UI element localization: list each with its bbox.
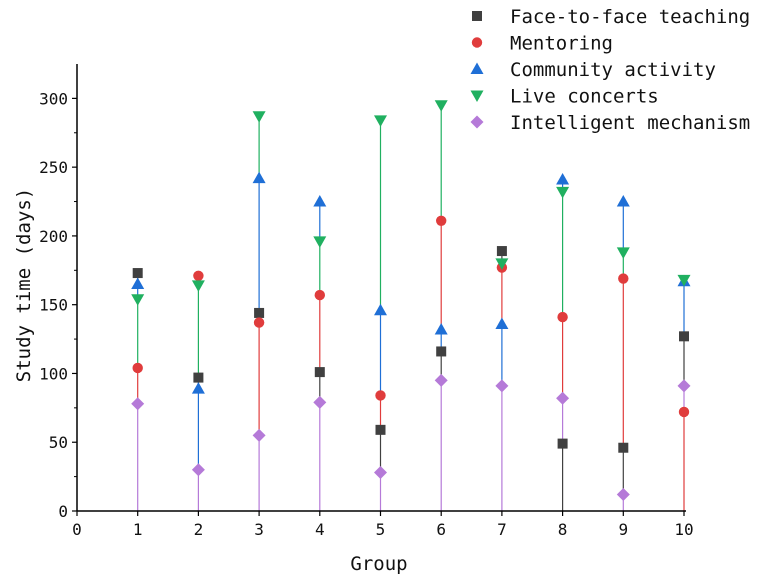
data-point: [131, 294, 145, 306]
data-point: [191, 280, 205, 292]
drop-lines: [137, 105, 685, 511]
data-point: [496, 246, 507, 257]
legend: Face-to-face teaching Mentoring Community …: [470, 6, 750, 134]
data-point: [616, 195, 630, 207]
x-tick-label: 8: [558, 520, 568, 539]
y-tick-label: 100: [39, 364, 68, 383]
data-point: [193, 270, 204, 282]
data-point: [436, 215, 447, 226]
data-point: [495, 258, 509, 270]
data-point: [254, 307, 265, 318]
data-point: [679, 331, 689, 342]
data-point: [375, 424, 386, 435]
data-point: [191, 463, 205, 477]
data-point: [313, 195, 327, 207]
x-tick-label: 4: [315, 520, 325, 539]
data-point: [193, 372, 204, 383]
data-point: [252, 171, 266, 184]
data-point: [314, 367, 325, 378]
data-point: [131, 277, 145, 290]
y-axis-title: Study time (days): [13, 188, 35, 382]
y-tick-label: 150: [39, 296, 68, 315]
data-point: [495, 317, 509, 329]
y-tick-label: 200: [39, 227, 68, 246]
data-point: [436, 346, 447, 357]
x-tick-label: 6: [436, 520, 446, 539]
data-point: [556, 173, 570, 185]
data-point: [374, 465, 387, 479]
data-point: [677, 274, 691, 287]
data-point: [616, 247, 630, 259]
legend-label: Intelligent mechanism: [510, 112, 750, 134]
x-tick-label: 0: [72, 520, 82, 539]
y-tick-label: 300: [39, 89, 68, 108]
data-point: [131, 397, 145, 411]
data-point: [556, 391, 570, 405]
y-tick-label: 50: [49, 433, 68, 452]
data-point: [556, 186, 570, 199]
data-point: [253, 317, 265, 328]
x-tick-label: 7: [497, 520, 507, 539]
legend-marker: [470, 90, 484, 102]
data-point: [252, 111, 266, 123]
data-point: [618, 442, 629, 453]
legend-marker: [471, 37, 483, 48]
x-axis-title: Group: [350, 553, 407, 575]
data-point: [557, 311, 568, 323]
data-point: [314, 289, 325, 301]
data-point: [434, 322, 448, 335]
data-point: [678, 406, 690, 418]
data-point: [132, 362, 143, 374]
x-tick-label: 5: [376, 520, 386, 539]
y-tick-label: 250: [39, 158, 68, 177]
x-tick-label: 1: [133, 520, 143, 539]
legend-marker: [470, 62, 484, 74]
legend-label: Community activity: [510, 59, 716, 81]
y-tick-label: 0: [58, 502, 68, 521]
x-tick-label: 2: [194, 520, 204, 539]
legend-label: Live concerts: [510, 86, 659, 108]
data-point: [616, 487, 630, 501]
x-tick-label: 9: [618, 520, 628, 539]
data-point: [313, 236, 327, 248]
data-point: [252, 428, 266, 442]
data-point: [375, 390, 386, 401]
data-point: [191, 382, 205, 394]
data-point: [434, 373, 448, 387]
data-point: [132, 268, 143, 279]
legend-marker: [470, 115, 484, 129]
x-tick-label: 10: [674, 520, 693, 539]
axes: [72, 64, 686, 516]
legend-marker: [472, 11, 482, 21]
legend-label: Mentoring: [510, 33, 613, 55]
data-point: [557, 438, 568, 449]
data-point: [677, 379, 691, 393]
data-point: [313, 395, 327, 409]
data-point: [434, 100, 448, 112]
data-point: [618, 273, 629, 284]
data-markers: [131, 100, 691, 501]
data-point: [374, 115, 387, 127]
data-point: [374, 303, 387, 316]
data-point: [495, 379, 509, 393]
legend-label: Face-to-face teaching: [510, 6, 750, 28]
x-tick-label: 3: [254, 520, 264, 539]
